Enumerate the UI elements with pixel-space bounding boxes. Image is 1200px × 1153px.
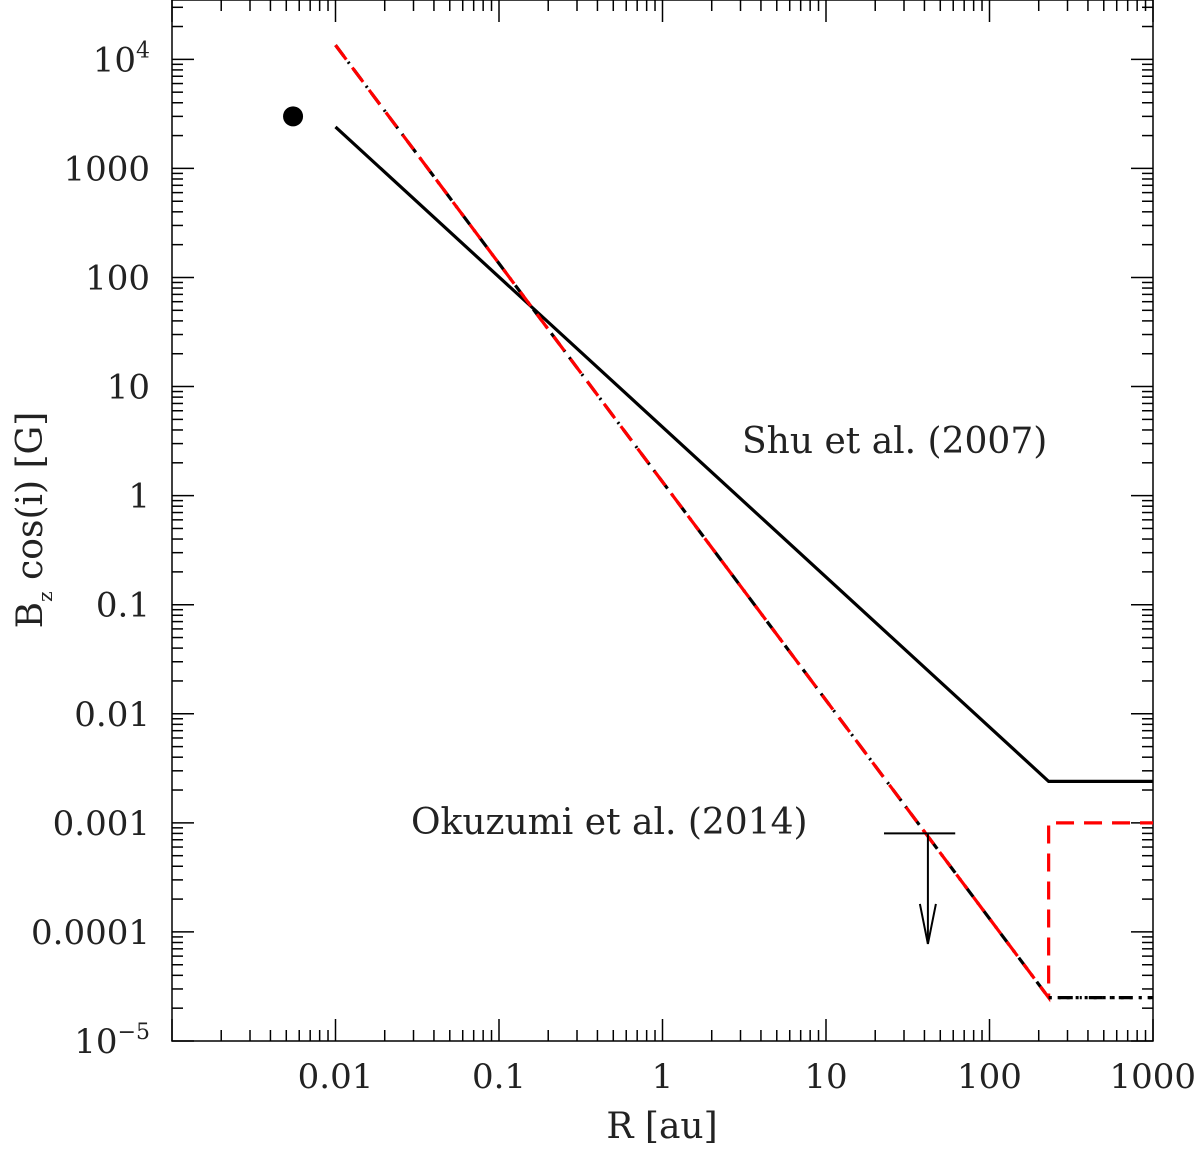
x-tick-label: 0.01: [298, 1057, 374, 1097]
y-tick-label-base: 10: [74, 1022, 117, 1062]
y-tick-label: 104: [93, 38, 150, 80]
x-axis-title: R [au]: [606, 1106, 717, 1147]
y-tick-label: 0.01: [74, 695, 150, 735]
y-tick-label-base: 0.001: [53, 804, 150, 844]
series-layer: [334, 44, 1153, 1003]
y-tick-label-base: 1: [128, 477, 150, 517]
x-tick-labels: 0.01 0.1 1 10 100 1000: [298, 1057, 1196, 1097]
y-tick-label: 10−5: [74, 1020, 150, 1062]
y-tick-label-base: 10: [93, 40, 136, 80]
annotation-shu: Shu et al. (2007): [742, 421, 1047, 462]
y-tick-label: 0.1: [96, 586, 150, 626]
y-tick-label: 0.0001: [31, 913, 150, 953]
series-line-red-dashed: [334, 44, 1153, 1003]
major-ticks: [171, 0, 1154, 1042]
plot-frame: [171, 0, 1154, 1042]
series-line-okuzumi-dashdot: [334, 44, 1153, 1000]
y-tick-label-exponent: −5: [118, 1020, 150, 1045]
y-tick-label-base: 10: [107, 368, 150, 408]
y-tick-label: 1000: [63, 149, 150, 189]
annotation-okuzumi: Okuzumi et al. (2014): [411, 802, 808, 843]
y-tick-label-base: 0.1: [96, 586, 150, 626]
y-tick-label-base: 1000: [63, 149, 150, 189]
minor-ticks: [172, 0, 1153, 1041]
upper-limit-arrow-head: [918, 903, 937, 945]
y-axis-title-rest: cos(i) [G]: [10, 412, 51, 592]
y-axis-title: Bz cos(i) [G]: [10, 412, 57, 629]
y-axis-title-sub: z: [33, 591, 57, 602]
y-tick-label: 10: [107, 368, 150, 408]
x-tick-label: 1: [652, 1057, 674, 1097]
x-tick-label: 10: [804, 1057, 847, 1097]
x-tick-label: 100: [957, 1057, 1022, 1097]
y-tick-label: 100: [85, 258, 150, 298]
y-axis-title-main: B: [10, 602, 51, 628]
x-tick-label: 0.1: [472, 1057, 526, 1097]
marks-layer: [283, 106, 956, 945]
series-line-shu-solid: [334, 125, 1153, 783]
y-tick-label: 0.001: [53, 804, 150, 844]
y-tick-label-base: 0.01: [74, 695, 150, 735]
y-tick-label: 1: [128, 477, 150, 517]
y-tick-label-base: 100: [85, 258, 150, 298]
y-tick-label-exponent: 4: [136, 38, 150, 63]
y-tick-label-base: 0.0001: [31, 913, 150, 953]
x-tick-label: 1000: [1109, 1057, 1196, 1097]
data-point: [283, 106, 304, 127]
